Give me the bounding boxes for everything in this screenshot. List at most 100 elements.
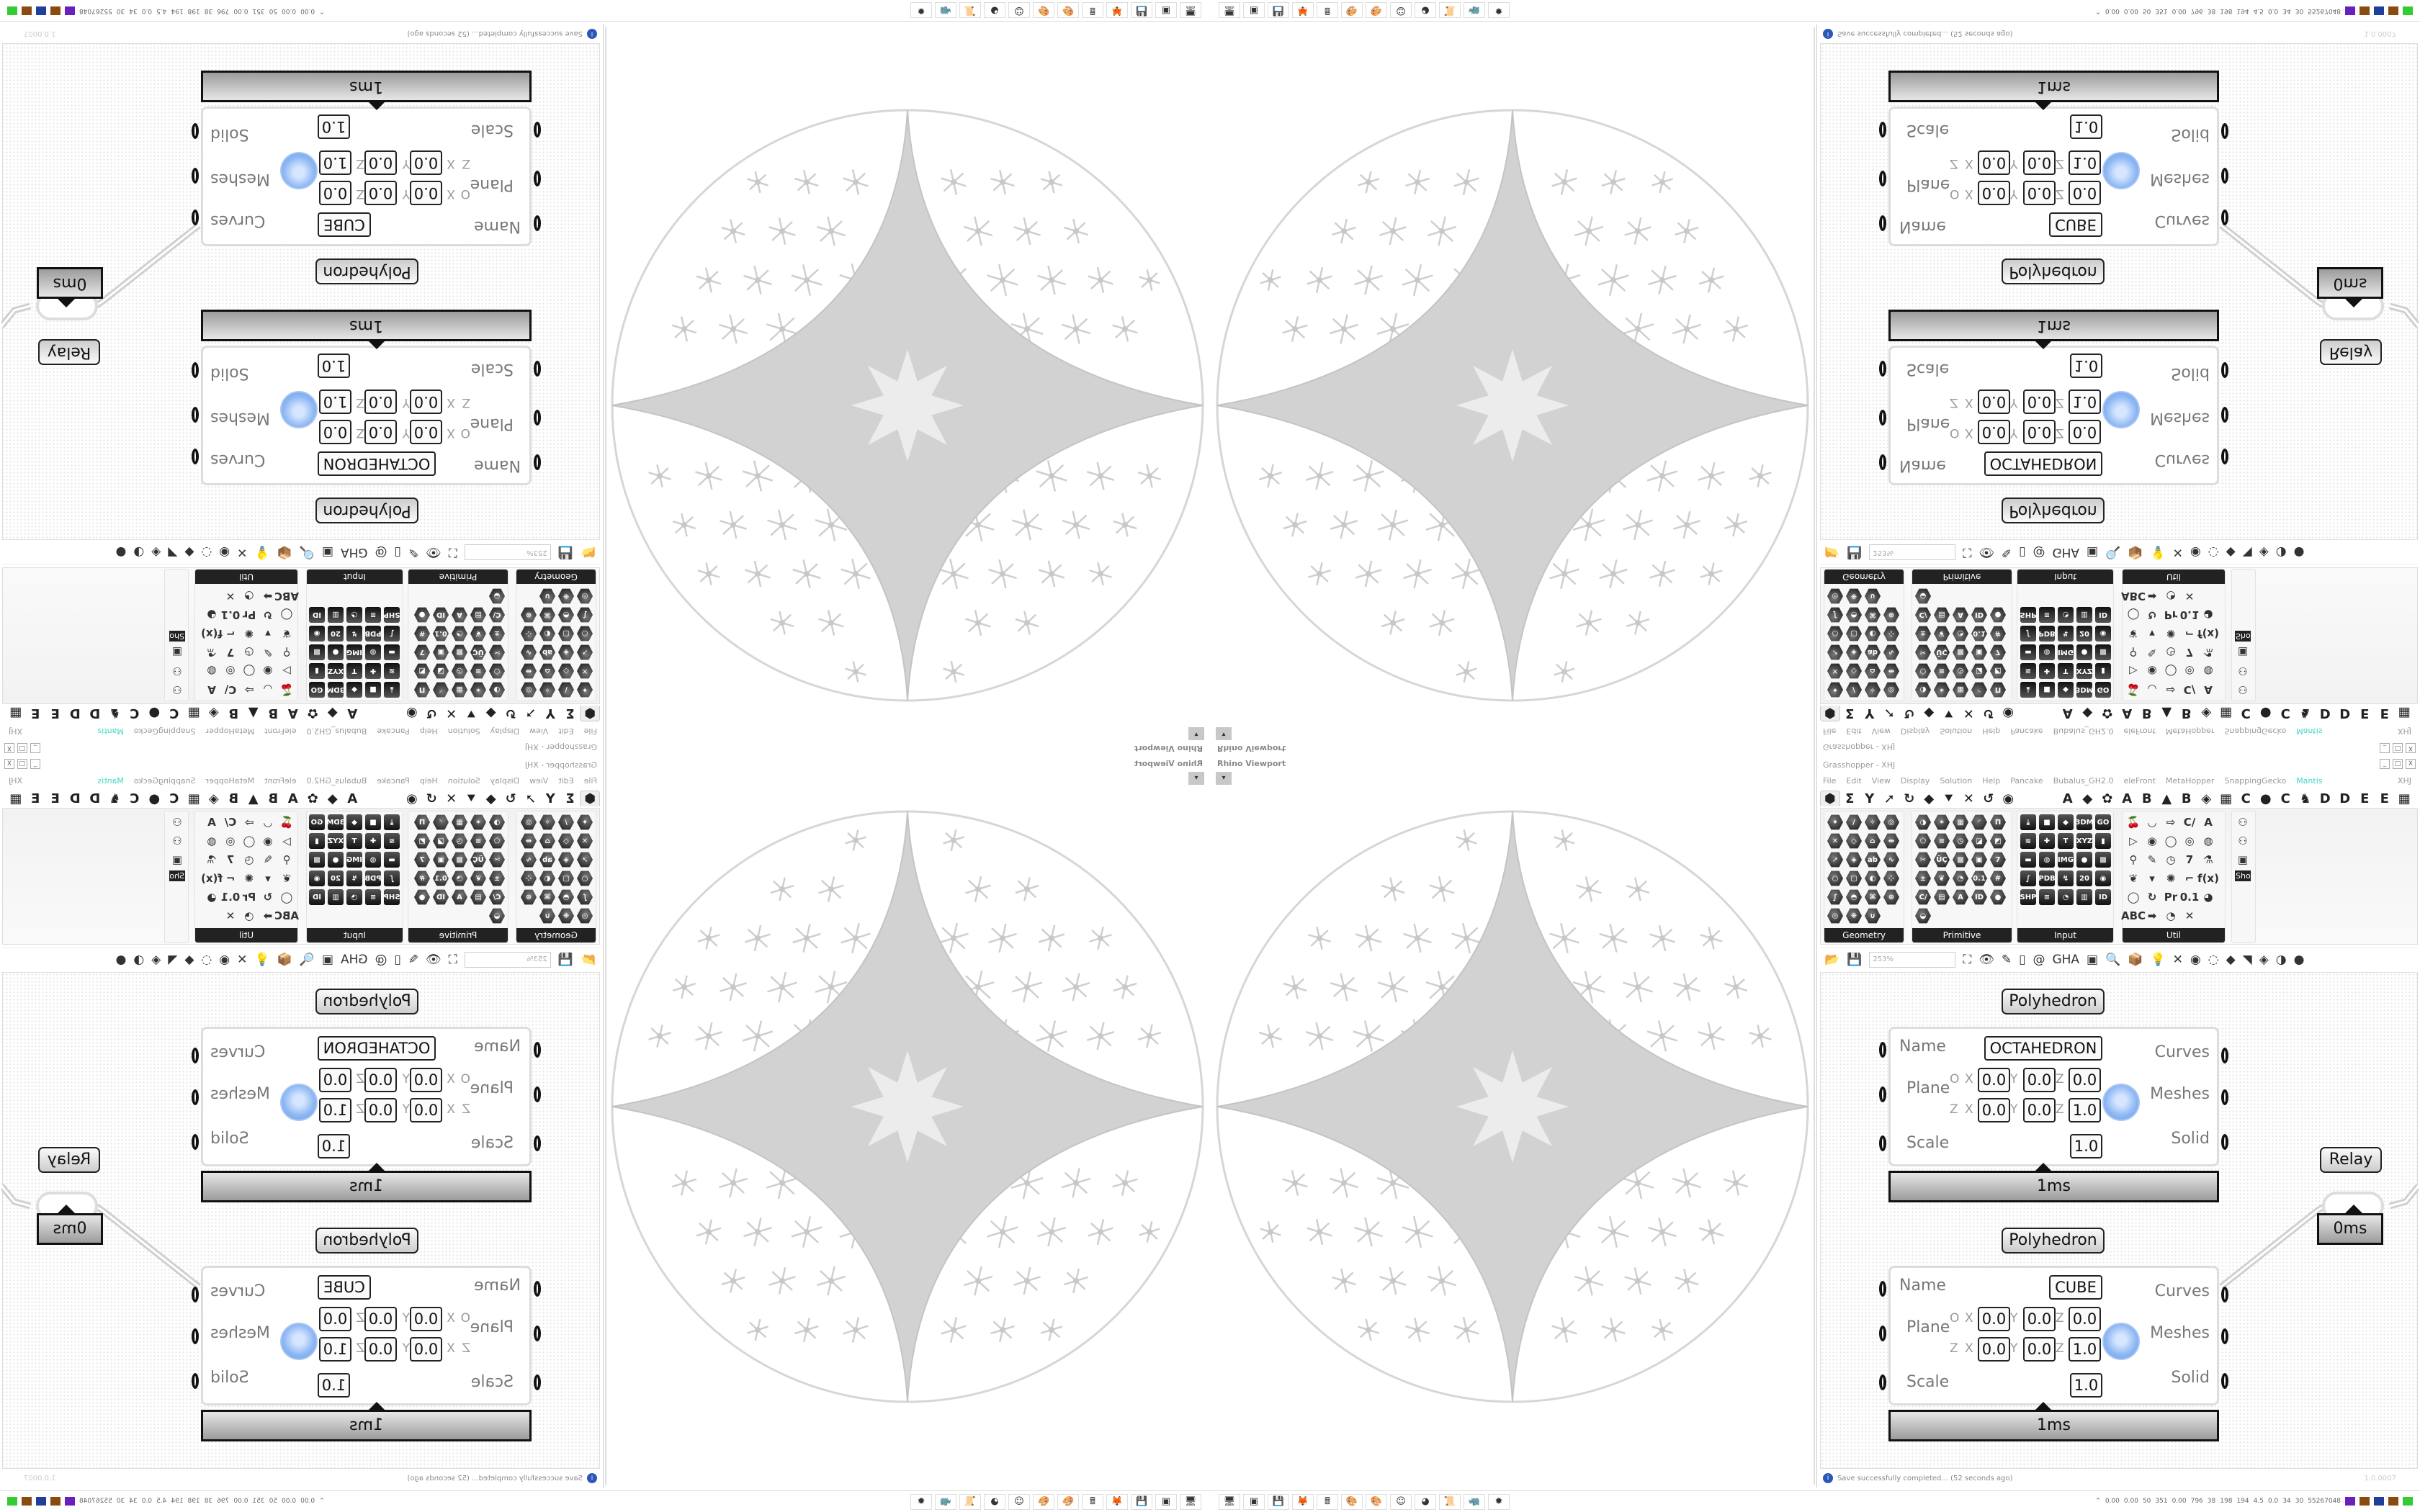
tab-icon[interactable]: Σ	[1845, 791, 1855, 806]
component-icon[interactable]: ▷	[2129, 834, 2138, 847]
tab-icon[interactable]: Y	[545, 706, 555, 721]
menu-item[interactable]: SnappingGecko	[2224, 726, 2287, 736]
tab-icon[interactable]: D	[2339, 706, 2351, 721]
component-icon[interactable]: ◷	[2166, 646, 2176, 659]
component-icon[interactable]: ID	[2095, 607, 2111, 623]
component-icon[interactable]: ◉	[2147, 665, 2157, 678]
component-icon[interactable]: ▣	[1971, 852, 1987, 868]
tab-icon[interactable]: ◆	[2082, 706, 2093, 721]
tab-icon[interactable]: ▦	[9, 706, 22, 721]
component-icon[interactable]: ◷	[452, 833, 467, 849]
component-icon[interactable]: ✦	[1827, 814, 1843, 830]
menu-item[interactable]: SnappingGecko	[2224, 776, 2287, 786]
plane-origin-x-value[interactable]: 0.0	[1978, 420, 2010, 444]
component-icon[interactable]: ±	[489, 626, 505, 642]
monitor-icon[interactable]: 🖥	[1180, 2, 1201, 18]
component-icon[interactable]: PDB	[2038, 626, 2056, 642]
component-icon[interactable]: ◆	[346, 682, 362, 698]
tab-icon[interactable]: ⯆	[466, 791, 477, 806]
tab-icon[interactable]: E	[31, 706, 40, 721]
tab-icon[interactable]: D	[69, 791, 81, 806]
tab-icon[interactable]: ↻	[505, 791, 516, 806]
component-icon[interactable]: ◍	[365, 852, 381, 868]
toolbar-icon[interactable]: ✎	[2001, 952, 2012, 967]
plane-origin-z-value[interactable]: 0.0	[2069, 1068, 2101, 1092]
component-icon[interactable]: ✦	[1827, 682, 1843, 698]
menu-item[interactable]: Edit	[1846, 776, 1862, 786]
toolbar-icon[interactable]: 📦	[277, 952, 292, 967]
plane-zaxis-z-value[interactable]: 1.0	[319, 1098, 351, 1122]
component-icon[interactable]: ◔	[1953, 626, 1968, 642]
component-icon[interactable]: ab	[539, 852, 555, 868]
input-grip[interactable]	[534, 1135, 541, 1151]
component-icon[interactable]: ▩	[309, 852, 325, 868]
tab-icon[interactable]: ●	[2259, 791, 2272, 806]
tab-icon[interactable]: D	[2319, 791, 2331, 806]
plane-zaxis-y-value[interactable]: 0.0	[364, 390, 397, 414]
plane-origin-y-value[interactable]: 0.0	[2023, 181, 2056, 205]
calculator-icon[interactable]: 🖩	[1082, 2, 1103, 18]
menu-item[interactable]: Solution	[1940, 776, 1973, 786]
component-icon[interactable]: ▣	[433, 852, 449, 868]
component-icon[interactable]: ✧	[1865, 682, 1881, 698]
component-icon[interactable]: ≋	[384, 833, 400, 849]
component-icon[interactable]: ❦	[282, 872, 292, 885]
component-icon[interactable]: ∕	[1846, 682, 1862, 698]
component-icon[interactable]: Pr	[2164, 891, 2178, 904]
toolbar-icon[interactable]: @	[375, 545, 387, 560]
component-icon[interactable]: ⌘	[539, 607, 555, 623]
menu-item[interactable]: Solution	[447, 726, 480, 736]
component-icon[interactable]: ◩	[1990, 663, 2006, 679]
component-icon[interactable]: ■	[2039, 814, 2055, 830]
tab-icon[interactable]: ✿	[307, 706, 318, 721]
component-icon[interactable]: ◯	[2127, 608, 2140, 621]
bug-icon[interactable]: ✹	[910, 1494, 932, 1510]
component-icon[interactable]: ✧	[539, 814, 555, 830]
component-icon[interactable]: ↻	[263, 891, 273, 904]
tab-icon[interactable]: D	[89, 706, 101, 721]
toolbar-icon[interactable]: 👁	[426, 545, 442, 560]
output-grip[interactable]	[192, 168, 199, 184]
component-icon[interactable]: ⬠	[489, 833, 505, 849]
component-icon[interactable]: ◈	[1846, 852, 1862, 868]
component-icon[interactable]: ⌐	[2184, 872, 2195, 885]
component-icon[interactable]: ÜÇ	[470, 644, 486, 660]
output-grip[interactable]	[2221, 407, 2228, 423]
close-button[interactable]: X	[4, 759, 14, 769]
component-icon[interactable]: ⚇	[172, 665, 182, 678]
component-icon[interactable]: ▾	[2149, 627, 2155, 640]
component-icon[interactable]: ✧	[1865, 814, 1881, 830]
toolbar-icon[interactable]: ◆	[2226, 952, 2236, 967]
component-icon[interactable]: ◷	[1953, 833, 1968, 849]
component-icon[interactable]: ⌐	[225, 872, 236, 885]
component-icon[interactable]: ≋	[384, 663, 400, 679]
component-icon[interactable]: 0.1	[1971, 626, 1987, 642]
component-icon[interactable]: ●	[1990, 607, 2006, 623]
component-icon[interactable]: ▢	[1846, 870, 1862, 886]
tab-icon[interactable]: ✕	[446, 791, 457, 806]
component-icon[interactable]: ∫	[2020, 870, 2036, 886]
polyhedron-component[interactable]: Name Plane Scale Curves Meshes Solid OCTAHEDRO…	[192, 346, 541, 485]
calculator-icon[interactable]: 🖩	[1317, 1494, 1338, 1510]
tab-icon[interactable]: A	[2122, 791, 2133, 806]
tab-icon[interactable]: ➚	[525, 706, 537, 721]
component-icon[interactable]: ✚	[365, 833, 381, 849]
component-icon[interactable]: 7	[414, 644, 430, 660]
tab-icon[interactable]: ▦	[2398, 706, 2411, 721]
component-icon[interactable]: ✕	[2184, 909, 2195, 922]
component-icon[interactable]: C/	[2183, 816, 2196, 829]
component-icon[interactable]: ◪	[1971, 833, 1987, 849]
component-icon[interactable]: ◈	[558, 644, 574, 660]
component-icon[interactable]: ◔	[2166, 909, 2176, 922]
component-icon[interactable]: IMG	[2058, 644, 2074, 660]
component-icon[interactable]: ◍	[365, 644, 381, 660]
component-icon[interactable]: XYZ	[328, 833, 344, 849]
input-grip[interactable]	[1879, 1281, 1886, 1297]
plane-origin-z-value[interactable]: 0.0	[319, 181, 351, 205]
palette-label[interactable]: Util	[2123, 570, 2225, 584]
toolbar-icon[interactable]: ▯	[2019, 545, 2026, 560]
name-value[interactable]: OCTAHEDRON	[1984, 451, 2102, 476]
tab-icon[interactable]: B	[2181, 706, 2192, 721]
zoom-level-field[interactable]: 253%	[1869, 544, 1956, 561]
toolbar-icon[interactable]: ◌	[2208, 952, 2219, 967]
